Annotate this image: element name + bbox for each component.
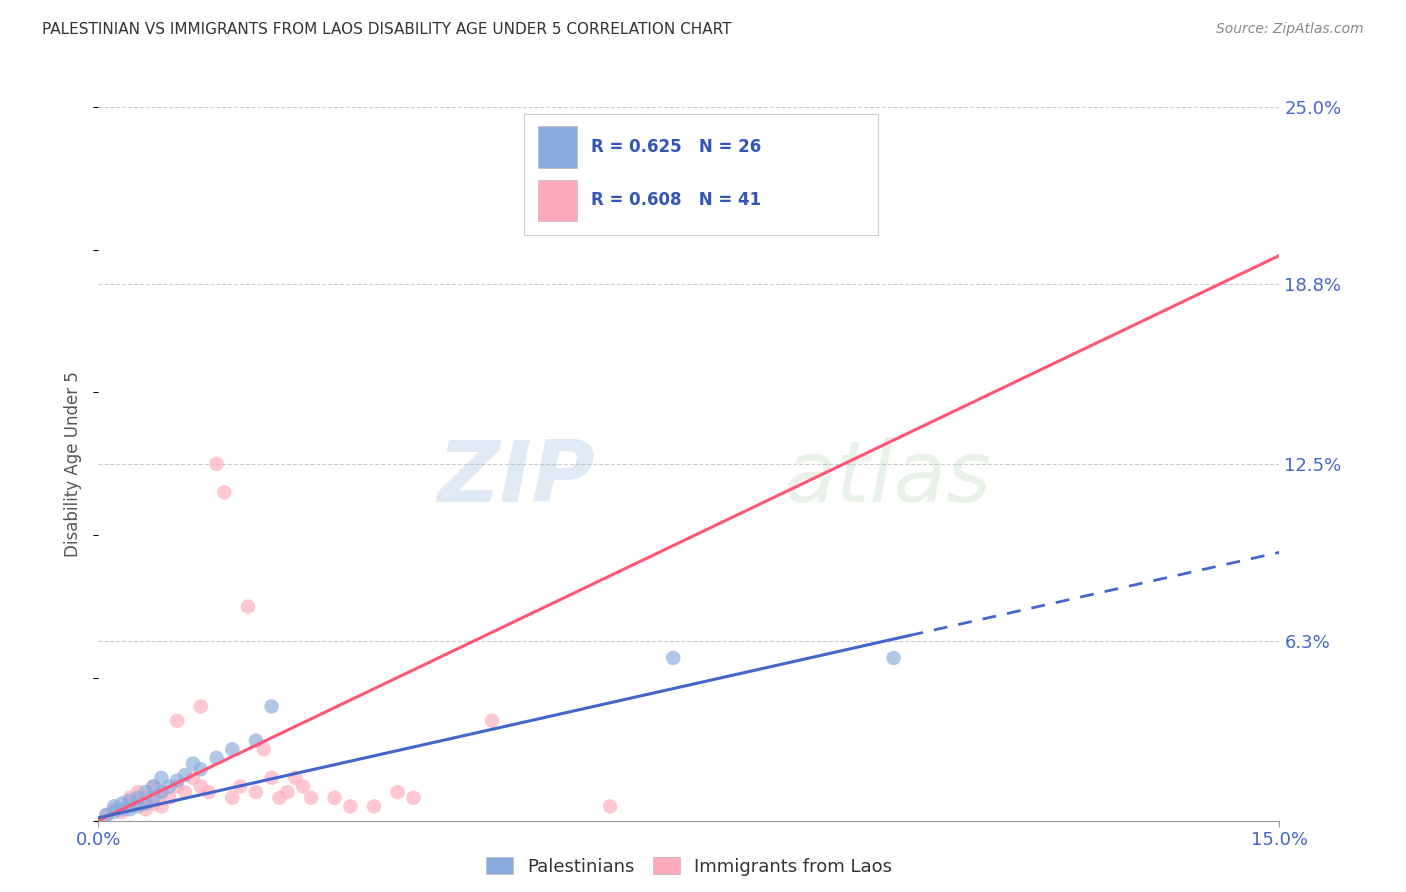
Point [284,771,307,785]
Text: Source: ZipAtlas.com: Source: ZipAtlas.com [1216,22,1364,37]
Point [260,699,283,714]
Point [142,780,165,794]
Point [253,742,276,756]
Point [157,790,180,805]
Point [118,802,141,816]
Point [142,780,165,794]
Point [174,785,197,799]
Text: ZIP: ZIP [437,436,595,520]
Point [276,785,298,799]
Point [197,785,219,799]
Point [190,699,212,714]
Point [269,790,291,805]
Point [111,797,134,811]
Legend: Palestinians, Immigrants from Laos: Palestinians, Immigrants from Laos [478,850,900,883]
Point [323,790,346,805]
Point [150,771,173,785]
Point [166,773,188,788]
Point [150,785,173,799]
Point [245,733,267,747]
Point [118,794,141,808]
Text: atlas: atlas [783,436,991,520]
Point [111,805,134,819]
Point [150,785,173,799]
Point [402,790,425,805]
Point [190,780,212,794]
Point [205,751,228,765]
Point [236,599,259,614]
Point [662,651,685,665]
Point [96,808,118,822]
Point [166,780,188,794]
Point [214,485,236,500]
Point [678,214,700,228]
Point [135,802,157,816]
Point [135,785,157,799]
Point [142,790,165,805]
Point [127,785,149,799]
Point [221,742,243,756]
Point [883,651,905,665]
Point [181,771,204,785]
Point [292,780,315,794]
Point [127,799,149,814]
Point [142,797,165,811]
Point [229,780,252,794]
Point [387,785,409,799]
Point [174,768,197,782]
Point [135,790,157,805]
Point [339,799,361,814]
Point [181,756,204,771]
Point [150,799,173,814]
Point [221,790,243,805]
Point [260,771,283,785]
Point [118,799,141,814]
Point [111,802,134,816]
Point [190,762,212,776]
Point [245,785,267,799]
Y-axis label: Disability Age Under 5: Disability Age Under 5 [65,371,83,557]
Point [96,808,118,822]
Point [127,797,149,811]
Point [157,780,180,794]
Point [166,714,188,728]
Point [481,714,503,728]
Point [135,797,157,811]
Point [205,457,228,471]
Point [103,799,125,814]
Point [127,790,149,805]
Point [103,802,125,816]
Point [599,799,621,814]
Text: PALESTINIAN VS IMMIGRANTS FROM LAOS DISABILITY AGE UNDER 5 CORRELATION CHART: PALESTINIAN VS IMMIGRANTS FROM LAOS DISA… [42,22,731,37]
Point [103,805,125,819]
Point [363,799,385,814]
Point [118,790,141,805]
Point [299,790,322,805]
